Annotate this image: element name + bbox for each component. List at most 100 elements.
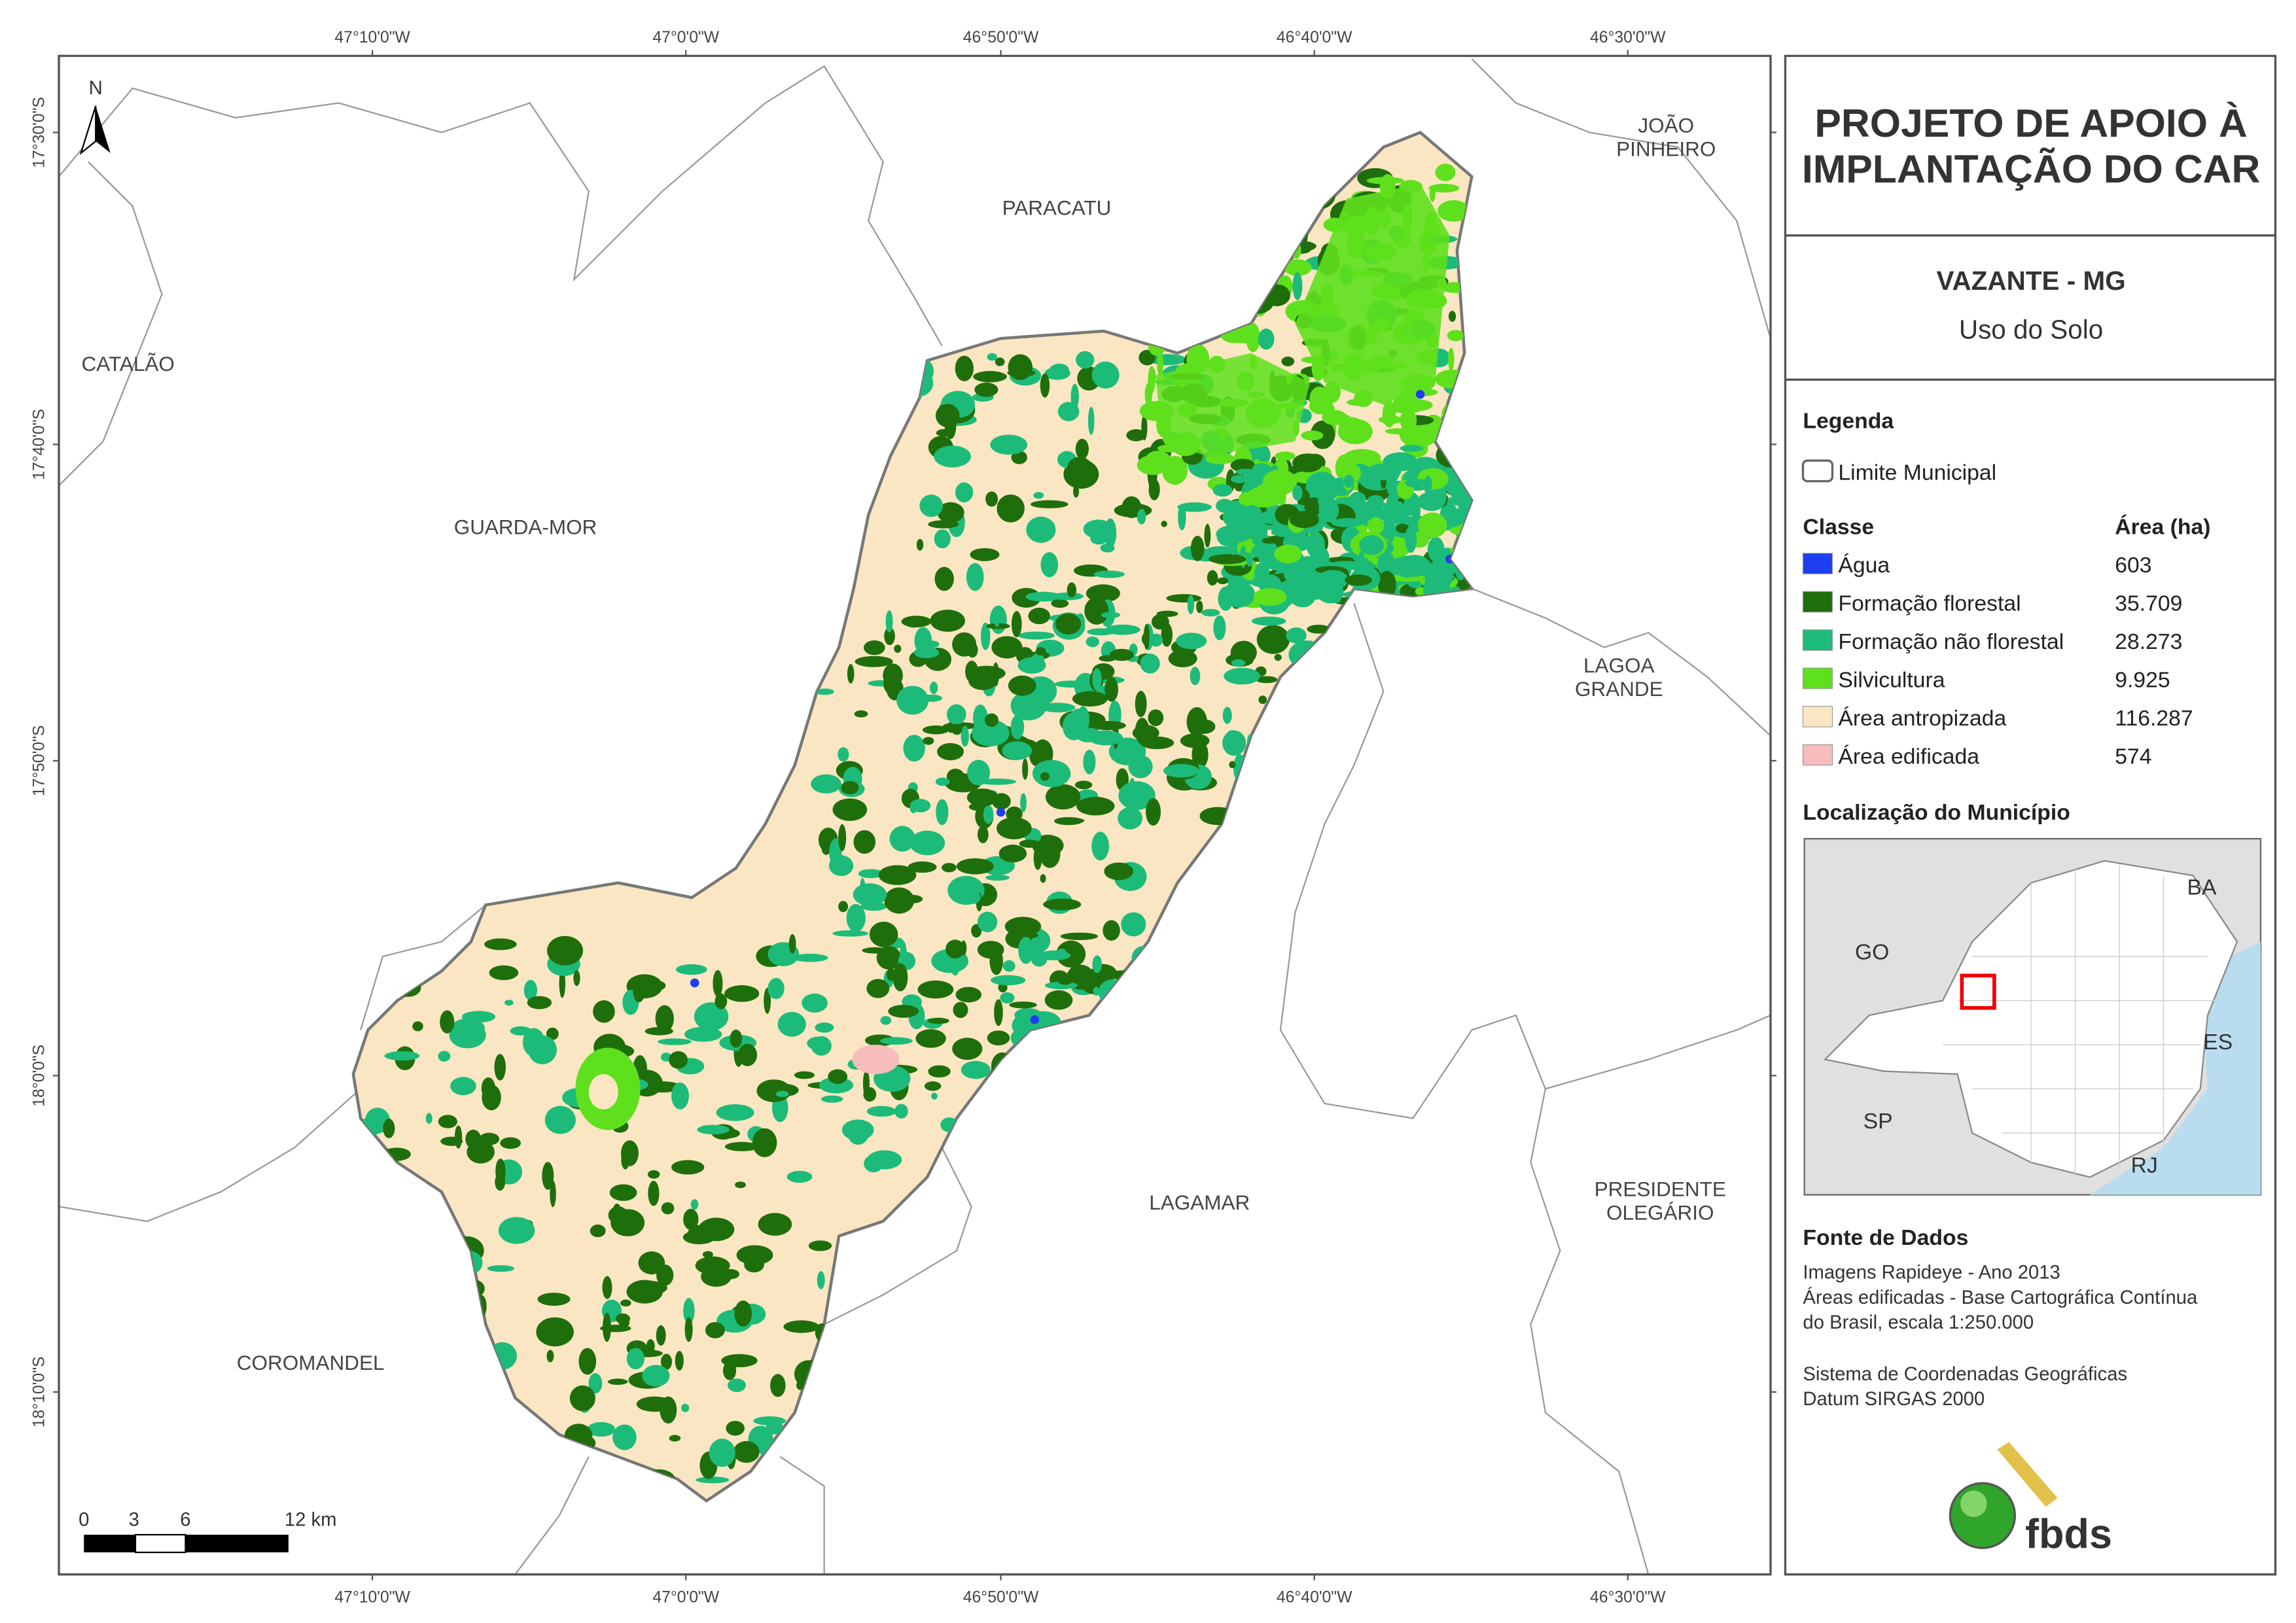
- land-cover-patch: [934, 529, 951, 549]
- land-cover-patch: [910, 799, 931, 812]
- land-cover-patch: [1448, 311, 1457, 322]
- source-line: do Brasil, escala 1:250.000: [1803, 1312, 2034, 1333]
- land-cover-patch: [734, 1300, 752, 1327]
- land-cover-patch: [573, 969, 580, 986]
- land-cover-patch: [967, 759, 990, 786]
- land-cover-patch: [615, 1313, 631, 1324]
- land-cover-patch: [966, 788, 998, 807]
- land-cover-patch: [1311, 402, 1335, 415]
- land-cover-patch: [1378, 570, 1396, 599]
- land-cover-patch: [1087, 628, 1115, 636]
- land-cover-patch: [1400, 409, 1417, 432]
- coord-label: 47°10'0"W: [334, 29, 410, 46]
- land-cover-patch: [683, 1208, 699, 1230]
- land-cover-patch: [660, 1353, 673, 1370]
- municipal-boundary: [360, 904, 487, 1030]
- source-line: Imagens Rapideye - Ano 2013: [1803, 1263, 2060, 1283]
- land-cover-patch: [1017, 657, 1046, 674]
- land-cover-patch: [917, 980, 954, 999]
- scale-label: 6: [180, 1510, 190, 1531]
- land-cover-patch: [972, 704, 988, 731]
- land-cover-patch: [934, 567, 954, 591]
- state-label: RJ: [2131, 1153, 2158, 1178]
- land-cover-patch: [1209, 554, 1246, 565]
- land-cover-patch: [930, 609, 965, 632]
- land-cover-patch: [863, 1087, 877, 1102]
- logo: fbds: [1949, 1442, 2112, 1557]
- land-cover-patch: [811, 774, 841, 794]
- land-cover-patch: [832, 930, 869, 937]
- land-cover-patch: [756, 1079, 792, 1102]
- land-cover-patch: [1055, 613, 1082, 635]
- land-cover-patch: [1415, 390, 1425, 399]
- land-cover-patch: [1010, 714, 1025, 740]
- land-cover-patch: [569, 1385, 595, 1412]
- land-cover-patch: [1407, 433, 1427, 441]
- land-cover-patch: [880, 1037, 913, 1045]
- place-name: GRANDE: [1575, 677, 1663, 701]
- land-cover-patch: [764, 987, 771, 1014]
- land-cover-patch: [1121, 912, 1146, 937]
- land-cover-patch: [384, 1051, 420, 1061]
- land-cover-patch: [927, 1017, 949, 1024]
- land-cover-patch: [1163, 763, 1199, 778]
- land-cover-patch: [681, 1403, 690, 1412]
- municipal-boundary: [1279, 602, 1650, 1575]
- land-cover-patch: [1057, 402, 1080, 421]
- land-cover-patch: [1140, 654, 1160, 674]
- land-cover-patch: [862, 947, 889, 954]
- land-cover-patch: [802, 993, 828, 1013]
- land-cover-patch: [1292, 485, 1303, 501]
- land-cover-patch: [783, 1320, 820, 1333]
- land-cover-patch: [792, 953, 828, 962]
- land-cover-patch: [1163, 456, 1188, 478]
- land-cover-patch: [716, 1104, 754, 1121]
- legend-area: 574: [2115, 744, 2151, 769]
- land-cover-patch: [1192, 719, 1216, 734]
- land-cover-patch: [1026, 516, 1056, 543]
- land-cover-patch: [815, 688, 834, 695]
- land-cover-patch: [852, 1045, 900, 1075]
- land-cover-patch: [1074, 780, 1093, 790]
- land-cover-patch: [736, 1245, 773, 1265]
- land-cover-patch: [885, 610, 893, 633]
- land-cover-patch: [1246, 486, 1283, 508]
- land-cover-patch: [847, 1119, 870, 1145]
- coord-label: 46°30'0"W: [1590, 29, 1666, 46]
- land-cover-patch: [1040, 373, 1050, 398]
- land-cover-patch: [1177, 502, 1212, 512]
- land-cover-patch: [788, 934, 796, 954]
- logo-text: fbds: [2025, 1511, 2112, 1557]
- land-cover-patch: [1148, 366, 1156, 394]
- land-cover-patch: [1359, 535, 1385, 555]
- land-cover-patch: [996, 807, 1006, 817]
- land-cover-patch: [1052, 592, 1084, 601]
- land-cover-patch: [487, 1265, 515, 1272]
- land-cover-patch: [1417, 512, 1447, 538]
- land-cover-patch: [970, 548, 1000, 561]
- legend-class: Formação florestal: [1838, 591, 2021, 616]
- place-name: PARACATU: [1002, 196, 1112, 219]
- place-name: OLEGÁRIO: [1606, 1201, 1714, 1225]
- land-cover-patch: [1137, 455, 1169, 475]
- land-cover-patch: [758, 1213, 792, 1236]
- land-cover-patch: [1213, 615, 1226, 640]
- land-cover-patch: [1143, 623, 1150, 650]
- land-cover-patch: [527, 996, 552, 1009]
- land-cover-patch: [484, 938, 517, 951]
- land-cover-patch: [661, 1202, 675, 1215]
- coord-label: 46°30'0"W: [1590, 1589, 1666, 1607]
- land-cover-patch: [1306, 532, 1325, 559]
- land-cover-patch: [1187, 595, 1195, 615]
- area-header: Área (ha): [2115, 515, 2210, 540]
- land-cover-patch: [1070, 708, 1089, 724]
- land-cover-patch: [1166, 594, 1202, 602]
- land-cover-patch: [961, 1060, 991, 1079]
- land-cover-patch: [952, 1038, 983, 1060]
- land-cover-patch: [1075, 438, 1089, 460]
- land-cover-patch: [1397, 567, 1416, 578]
- land-cover-patch: [647, 1170, 660, 1179]
- land-cover-patch: [1289, 511, 1319, 529]
- land-cover-patch: [1099, 655, 1116, 662]
- land-cover-patch: [953, 1002, 968, 1019]
